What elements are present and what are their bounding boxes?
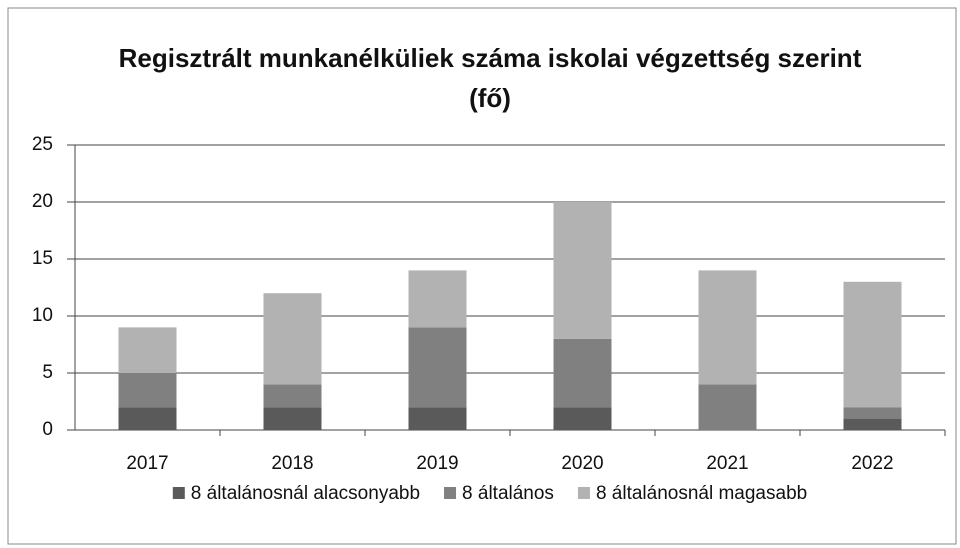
legend-swatch	[577, 487, 590, 499]
x-tick-label: 2020	[561, 453, 603, 474]
bar-segment	[118, 407, 177, 430]
bar-segment	[698, 384, 757, 430]
y-tick-label: 25	[32, 134, 53, 155]
y-tick-label: 5	[42, 362, 53, 383]
y-tick-label: 10	[32, 305, 53, 326]
bar-segment	[553, 202, 612, 339]
bar-segment	[263, 293, 322, 385]
y-tick-label: 15	[32, 248, 53, 269]
y-tick-label: 0	[42, 419, 53, 440]
chart-border	[7, 7, 957, 545]
bar-segment	[843, 407, 902, 419]
bar-segment	[118, 373, 177, 408]
bar-segment	[263, 384, 322, 408]
bar-segment	[843, 418, 902, 430]
bar-segment	[553, 338, 612, 408]
x-tick-label: 2019	[416, 453, 458, 474]
bar-segment	[408, 327, 467, 408]
bar-segment	[408, 270, 467, 328]
legend-label: 8 általánosnál alacsonyabb	[191, 483, 420, 504]
chart-title: Regisztrált munkanélküliek száma iskolai…	[118, 43, 862, 113]
legend-swatch	[444, 487, 457, 499]
x-tick-label: 2018	[271, 453, 313, 474]
x-tick-label: 2017	[126, 453, 168, 474]
x-tick-label: 2022	[851, 453, 893, 474]
bar-segment	[843, 281, 902, 408]
bar-segment	[553, 407, 612, 430]
legend-swatch	[172, 487, 185, 499]
bar-segment	[698, 270, 757, 385]
legend-label: 8 általánosnál magasabb	[596, 483, 807, 504]
y-tick-label: 20	[32, 191, 53, 212]
x-tick-label: 2021	[706, 453, 748, 474]
bar-segment	[118, 327, 177, 373]
legend-label: 8 általános	[462, 483, 554, 504]
bar-segment	[263, 407, 322, 430]
bar-segment	[408, 407, 467, 430]
